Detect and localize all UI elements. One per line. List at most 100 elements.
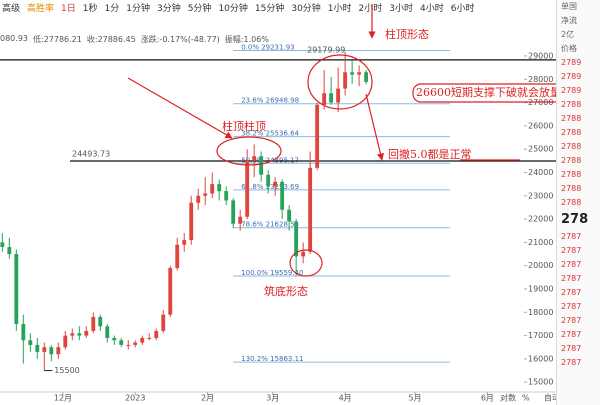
scale-option[interactable]: % — [522, 394, 530, 403]
toolbar-button[interactable]: 15分钟 — [254, 3, 285, 14]
toolbar-button[interactable]: 6小时 — [450, 3, 475, 14]
candle-body — [259, 156, 264, 175]
book-price: 2789 — [561, 72, 582, 81]
candle-body — [49, 347, 54, 355]
candle-body — [161, 314, 166, 331]
toolbar-button[interactable]: 1分 — [104, 3, 120, 14]
toolbar-button[interactable]: 3分钟 — [156, 3, 181, 14]
toolbar-button[interactable]: 30分钟 — [291, 3, 321, 14]
high-marker: 29179.99 — [307, 45, 345, 54]
y-tick-label: 17000 — [528, 331, 553, 340]
candle-body — [91, 316, 96, 331]
candle-body — [231, 200, 236, 224]
book-price: 2788 — [561, 198, 582, 207]
candle-body — [140, 337, 145, 343]
toolbar-button[interactable]: 10分钟 — [218, 3, 248, 14]
scale-option[interactable]: 对数 — [500, 393, 516, 403]
book-price: 2787 — [561, 288, 582, 297]
candle-body — [98, 316, 103, 327]
book-price: 2789 — [561, 86, 582, 95]
candle-body — [175, 244, 180, 269]
candle-body — [112, 337, 117, 341]
candle-body — [357, 72, 362, 75]
candle-body — [63, 335, 68, 348]
chart: 15000 16000 17000 18000 19000 20000 21000 22000… — [0, 4, 556, 403]
fib-label: 61.8% 23253.69 — [241, 183, 299, 191]
fib-label: 50.0% 24395.17 — [241, 156, 299, 164]
fib-label: 0.0% 29231.93 — [241, 44, 294, 52]
candle-body — [168, 268, 173, 315]
fib-label: 38.2% 25536.64 — [241, 130, 299, 138]
toolbar-button[interactable]: 2小时 — [358, 3, 383, 14]
candle-body — [42, 347, 47, 352]
x-tick-label: 2023 — [125, 394, 145, 403]
annotations: 柱顶形态 26600短期支撑下破就会放量空头 回撤5.0都是正常 柱顶柱顶 筑底… — [127, 4, 556, 298]
side-label: 净流 — [561, 16, 577, 25]
y-tick-label: 18000 — [528, 308, 553, 317]
candle-body — [273, 181, 278, 187]
candle-body — [77, 333, 82, 336]
candle-body — [182, 240, 187, 245]
fib-label: 78.6% 21628.54 — [241, 221, 299, 229]
ellipse — [289, 249, 323, 277]
candle-body — [252, 156, 257, 161]
callout-box — [412, 83, 556, 103]
side-label: 价格 — [561, 44, 577, 53]
toolbar-button[interactable]: 5分钟 — [187, 3, 212, 14]
candle-body — [210, 184, 215, 194]
book-price: 2788 — [561, 170, 582, 179]
y-tick-label: 21000 — [528, 238, 553, 247]
candle-body — [84, 330, 89, 336]
candle-body — [294, 221, 299, 257]
candle-body — [336, 88, 341, 103]
y-tick-label: 15000 — [528, 378, 553, 387]
x-tick-label: 3月 — [266, 394, 279, 403]
line-label: 24493.73 — [72, 149, 110, 158]
candle-body — [119, 340, 124, 345]
candle-body — [196, 195, 201, 203]
toolbar-button[interactable]: 1秒 — [82, 3, 98, 14]
toolbar-button[interactable]: 4小时 — [420, 3, 444, 14]
x-tick-label: 2月 — [201, 394, 214, 403]
candle-body — [154, 330, 159, 338]
y-tick-label: 16000 — [528, 354, 553, 363]
candle-body — [203, 193, 208, 196]
book-price: 2787 — [561, 330, 582, 339]
info-item: 振幅:1.06% — [224, 35, 269, 44]
annotation: 柱顶柱顶 — [222, 119, 266, 133]
toolbar-button[interactable]: 1分钟 — [126, 3, 150, 14]
book-price: 2787 — [561, 302, 582, 311]
annotation: 筑底形态 — [264, 284, 308, 298]
candle-body — [364, 72, 369, 82]
y-tick-label: 19000 — [528, 284, 553, 293]
side-label: 2亿 — [561, 30, 575, 39]
side-label: 单国 — [561, 2, 577, 11]
scale-option[interactable]: 自动 — [544, 393, 556, 403]
y-tick-label: 26000 — [528, 121, 553, 130]
annotation: 回撤5.0都是正常 — [388, 147, 472, 161]
fib-label: 100.0% 19559.40 — [241, 269, 303, 277]
candle-body — [0, 242, 5, 248]
candle-body — [301, 251, 306, 257]
x-tick-label: 12月 — [54, 394, 72, 403]
candle-body — [28, 340, 33, 345]
toolbar-button[interactable]: 高级 — [2, 3, 21, 14]
arrow — [365, 93, 384, 161]
candle-body — [350, 72, 355, 75]
candle-body — [280, 181, 285, 210]
toolbar-button[interactable]: 高胜率 — [27, 3, 55, 14]
toolbar-button[interactable]: 1日 — [61, 3, 76, 14]
book-price: 2788 — [561, 184, 582, 193]
ellipse — [307, 54, 373, 110]
ellipse — [216, 136, 282, 166]
candle-body — [238, 216, 243, 224]
y-tick-label: 25000 — [528, 145, 553, 154]
book-price: 2787 — [561, 260, 582, 269]
toolbar-button[interactable]: 3小时 — [389, 3, 413, 14]
candle-body — [56, 347, 61, 355]
toolbar-button[interactable]: 1小时 — [327, 3, 352, 14]
candle-body — [343, 72, 348, 89]
arrow — [127, 77, 233, 139]
info-item: 收:27886.45 — [86, 35, 136, 44]
